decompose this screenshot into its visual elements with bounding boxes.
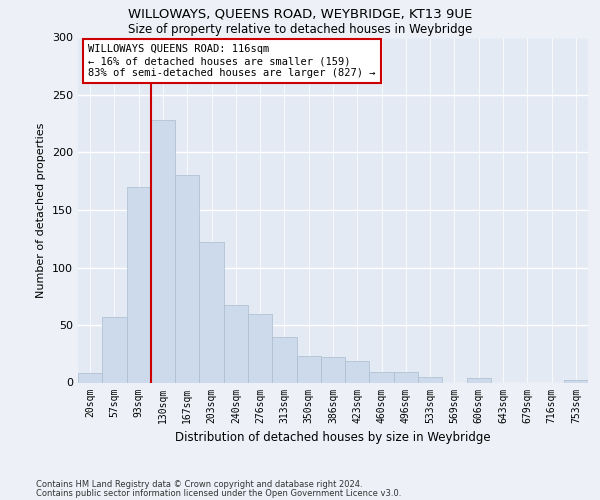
Bar [272,336,296,382]
Bar [370,372,394,382]
Text: Size of property relative to detached houses in Weybridge: Size of property relative to detached ho… [128,22,472,36]
Bar [321,357,345,382]
Y-axis label: Number of detached properties: Number of detached properties [37,122,46,298]
Bar [175,176,199,382]
Bar [564,380,588,382]
Text: WILLOWAYS, QUEENS ROAD, WEYBRIDGE, KT13 9UE: WILLOWAYS, QUEENS ROAD, WEYBRIDGE, KT13 … [128,8,472,20]
Text: WILLOWAYS QUEENS ROAD: 116sqm
← 16% of detached houses are smaller (159)
83% of : WILLOWAYS QUEENS ROAD: 116sqm ← 16% of d… [88,44,376,78]
Bar [418,377,442,382]
Bar [467,378,491,382]
Bar [127,187,151,382]
Bar [151,120,175,382]
Bar [394,372,418,382]
Text: Contains HM Land Registry data © Crown copyright and database right 2024.: Contains HM Land Registry data © Crown c… [36,480,362,489]
Bar [345,360,370,382]
Bar [224,306,248,382]
Bar [296,356,321,382]
X-axis label: Distribution of detached houses by size in Weybridge: Distribution of detached houses by size … [175,431,491,444]
Text: Contains public sector information licensed under the Open Government Licence v3: Contains public sector information licen… [36,489,401,498]
Bar [199,242,224,382]
Bar [78,374,102,382]
Bar [248,314,272,382]
Bar [102,317,127,382]
